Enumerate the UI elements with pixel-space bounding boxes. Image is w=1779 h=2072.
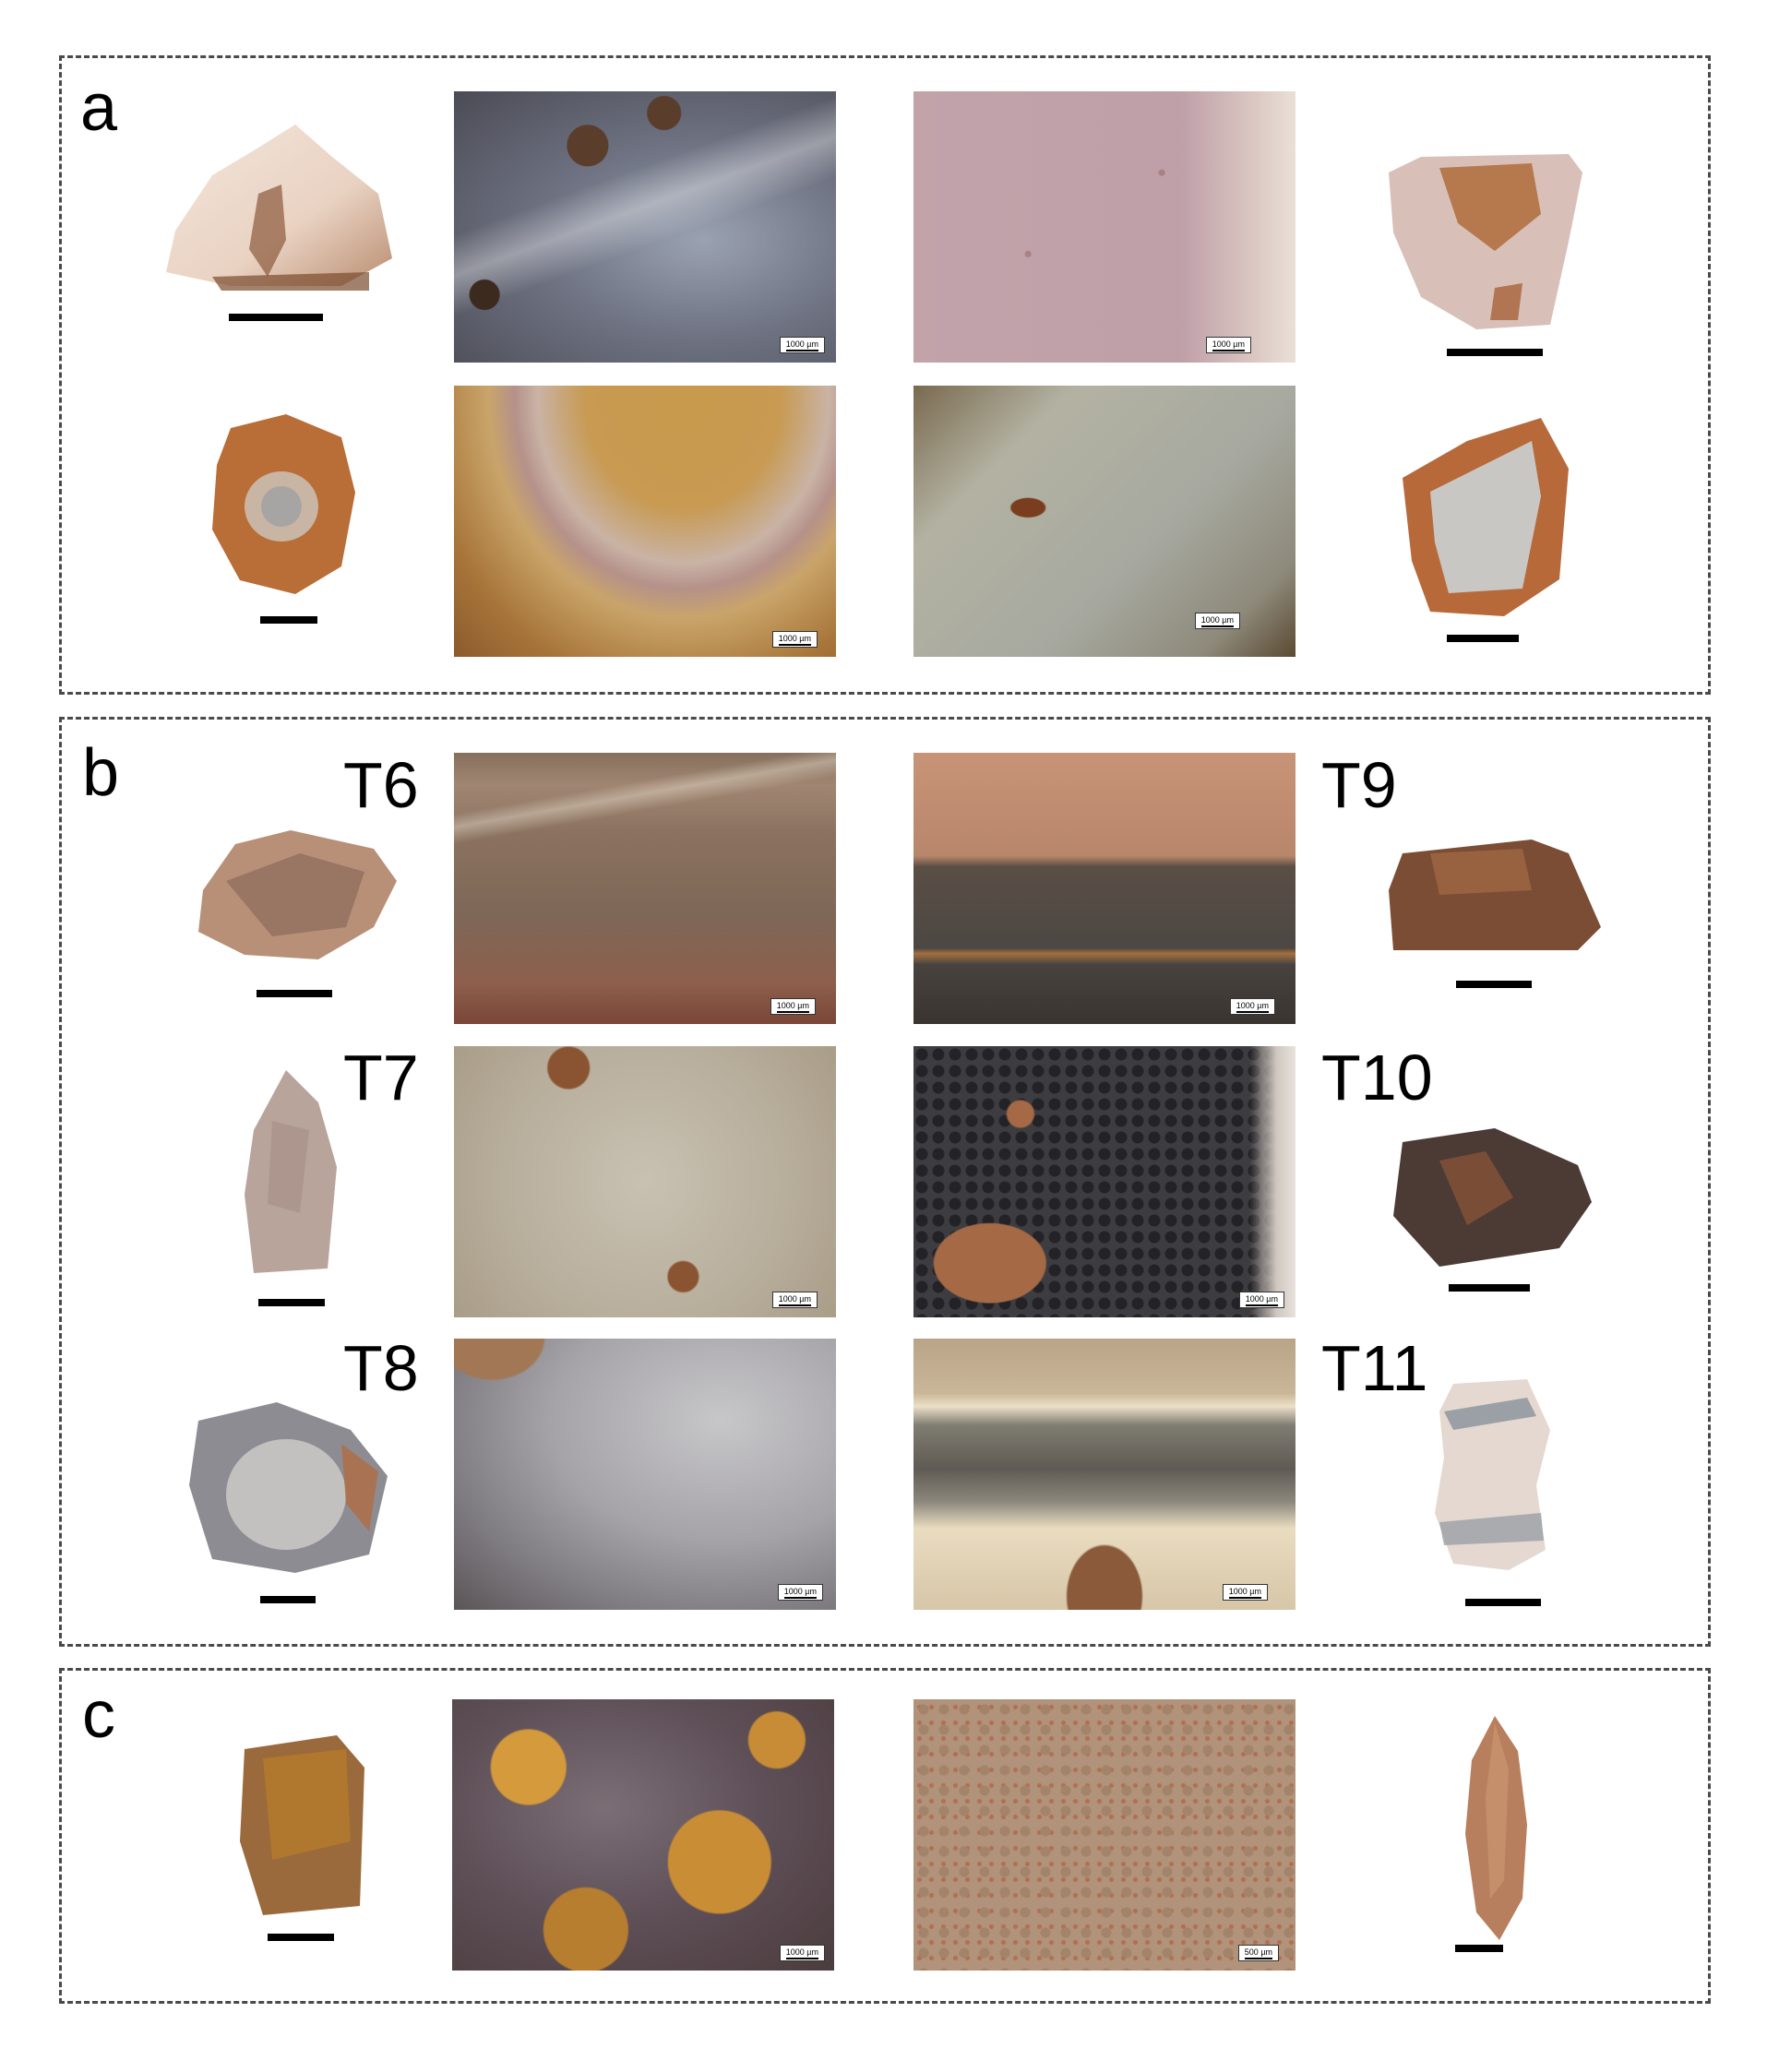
specimen-t8-photo	[185, 1393, 392, 1578]
scale-bar-c1	[268, 1934, 334, 1941]
scale-bar-a1	[229, 314, 323, 321]
micro-scale-c1: 1000 µm	[779, 1945, 825, 1961]
type-label-t9: T9	[1321, 749, 1397, 821]
specimen-a2-photo	[1384, 149, 1587, 334]
micro-scale-a1-label: 1000 µm	[785, 339, 818, 349]
specimen-t10-photo	[1384, 1124, 1596, 1271]
specimen-a3-photo	[203, 410, 369, 599]
specimen-t9-photo	[1384, 835, 1606, 955]
micro-scale-b4-label: 1000 µm	[1245, 1294, 1278, 1304]
scale-bar-t9	[1456, 981, 1532, 988]
micro-scale-b3: 1000 µm	[771, 1292, 818, 1308]
scale-bar-a3	[260, 616, 317, 624]
micrograph-a2: 1000 µm	[913, 91, 1295, 363]
micrograph-b2: 1000 µm	[913, 753, 1295, 1024]
specimen-t7-photo	[235, 1066, 346, 1278]
micro-scale-c2: 500 µm	[1237, 1945, 1279, 1961]
micro-scale-a1: 1000 µm	[779, 337, 825, 353]
scale-bar-t7	[258, 1299, 325, 1306]
micrograph-b6: 1000 µm	[913, 1339, 1295, 1610]
micro-scale-b5: 1000 µm	[777, 1584, 823, 1601]
type-label-t8: T8	[343, 1332, 419, 1404]
micro-scale-a3-label: 1000 µm	[778, 634, 811, 643]
specimen-a4-photo	[1393, 413, 1573, 621]
panel-b-letter: b	[82, 736, 120, 810]
specimen-t11-photo	[1426, 1375, 1555, 1573]
micrograph-c2: 500 µm	[913, 1699, 1295, 1971]
micro-scale-b5-label: 1000 µm	[783, 1587, 817, 1596]
micrograph-b4: 1000 µm	[913, 1046, 1295, 1317]
specimen-a1-photo	[157, 120, 401, 295]
micro-scale-c2-label: 500 µm	[1244, 1947, 1272, 1957]
micrograph-a3: 1000 µm	[454, 386, 836, 657]
micro-scale-a2-label: 1000 µm	[1212, 339, 1245, 349]
micro-scale-a4: 1000 µm	[1194, 613, 1240, 629]
specimen-c2-photo	[1458, 1714, 1532, 1945]
scale-bar-t8	[260, 1596, 316, 1603]
micrograph-a4: 1000 µm	[913, 386, 1295, 657]
panel-c-letter: c	[82, 1678, 115, 1752]
scale-bar-t11	[1465, 1599, 1541, 1606]
specimen-c1-photo	[235, 1731, 369, 1920]
micrograph-a1: 1000 µm	[454, 91, 836, 363]
panel-b: b	[59, 717, 1711, 1647]
micro-scale-b6: 1000 µm	[1222, 1584, 1268, 1601]
micrograph-b1: 1000 µm	[454, 753, 836, 1024]
specimen-t6-photo	[189, 826, 401, 964]
scale-bar-a4	[1447, 635, 1519, 642]
type-label-t6: T6	[343, 749, 419, 821]
micrograph-b3: 1000 µm	[454, 1046, 836, 1317]
panel-a-letter: a	[80, 71, 118, 145]
panel-a: a	[59, 55, 1711, 695]
micro-scale-b2-label: 1000 µm	[1236, 1001, 1269, 1010]
micro-scale-b2: 1000 µm	[1229, 998, 1275, 1015]
micro-scale-b3-label: 1000 µm	[778, 1294, 811, 1304]
micrograph-c1: 1000 µm	[452, 1699, 834, 1971]
type-label-t11: T11	[1321, 1332, 1428, 1404]
panel-c: c	[59, 1668, 1711, 2004]
micrograph-b5: 1000 µm	[454, 1339, 836, 1610]
type-label-t7: T7	[343, 1042, 419, 1113]
micro-scale-b1-label: 1000 µm	[776, 1001, 809, 1010]
scale-bar-t6	[257, 990, 332, 997]
micro-scale-a3: 1000 µm	[771, 631, 818, 648]
scale-bar-a2	[1447, 349, 1543, 356]
micro-scale-b1: 1000 µm	[770, 998, 816, 1015]
micro-scale-a2: 1000 µm	[1205, 337, 1251, 353]
micro-scale-a4-label: 1000 µm	[1200, 615, 1234, 625]
micro-scale-c1-label: 1000 µm	[785, 1947, 818, 1957]
scale-bar-c2	[1455, 1945, 1503, 1952]
micro-scale-b4: 1000 µm	[1238, 1292, 1284, 1308]
scale-bar-t10	[1449, 1284, 1530, 1292]
micro-scale-b6-label: 1000 µm	[1228, 1587, 1261, 1596]
type-label-t10: T10	[1321, 1042, 1433, 1113]
